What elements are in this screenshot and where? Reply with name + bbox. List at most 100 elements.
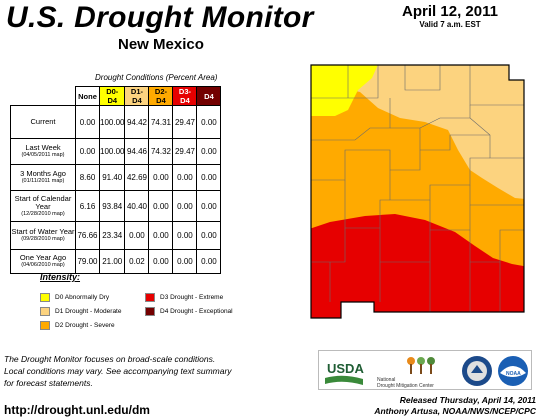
col-d3-d4: D3-D4 (172, 86, 198, 106)
row-label: Current (10, 105, 76, 139)
table-header-row: None D0-D4 D1-D4 D2-D4 D3-D4 D4 (11, 86, 222, 106)
row-label: Last Week (04/05/2011 map) (10, 138, 76, 165)
table-cell: 74.32 (148, 138, 174, 165)
table-cell: 8.60 (75, 164, 100, 191)
commerce-seal-logo (462, 356, 492, 386)
table-cell: 0.00 (148, 249, 174, 274)
row-label-text: Last Week (25, 143, 61, 152)
table-cell: 0.00 (172, 164, 198, 191)
row-label-text: 3 Months Ago (20, 169, 66, 178)
note-line: Local conditions may vary. See accompany… (4, 366, 232, 376)
zone-d1-moderate (342, 65, 524, 200)
ndmc-trunk (420, 364, 422, 374)
release-author: Anthony Artusa, NOAA/NWS/NCEP/CPC (374, 406, 536, 416)
table-cell: 100.00 (98, 138, 126, 165)
legend-swatch-d0 (40, 292, 50, 302)
table-cell: 76.66 (75, 221, 100, 250)
table-cell: 0.00 (124, 221, 150, 250)
drought-monitor-link[interactable]: http://drought.unl.edu/dm (4, 403, 150, 417)
county-line (311, 65, 379, 99)
row-label-text: One Year Ago (19, 253, 67, 262)
table-cell: 0.00 (75, 138, 100, 165)
table-cell: 40.40 (124, 190, 150, 222)
row-label-sub: (04/05/2011 map) (21, 152, 65, 158)
col-d4: D4 (196, 86, 222, 106)
partner-logos: USDA National Drought Mitigation Center … (318, 350, 532, 390)
table-row: Start of Calendar Year (12/28/2010 map) 6… (10, 190, 222, 222)
table-cell: 0.02 (124, 249, 150, 274)
col-d0-d4: D0-D4 (98, 86, 126, 106)
map-date: April 12, 2011 (402, 3, 498, 20)
table-corner (11, 87, 76, 106)
row-label: Start of Water Year (09/28/2010 map) (10, 221, 76, 250)
row-label-text: Start of Water Year (11, 227, 75, 236)
county-line (469, 117, 524, 159)
new-mexico-drought-map (310, 64, 525, 319)
ndmc-label-line1: National (377, 377, 395, 383)
table-row: One Year Ago (04/06/2010 map) 79.00 21.00… (10, 249, 222, 274)
county-line (429, 200, 471, 231)
legend-label-d3: D3 Drought - Extreme (160, 293, 224, 301)
table-row: Start of Water Year (09/28/2010 map) 76.6… (10, 221, 222, 250)
legend-label-d2: D2 Drought - Severe (55, 321, 115, 329)
row-label-text: Current (30, 117, 56, 126)
legend-swatch-d1 (40, 306, 50, 316)
ndmc-trunk (430, 364, 432, 374)
noaa-label: NOAA (506, 371, 521, 377)
table-cell: 0.00 (196, 221, 222, 250)
drought-zones (311, 65, 524, 318)
legend-item-d3: D3 Drought - Extreme (145, 292, 223, 302)
legend-label-d0: D0 Abnormally Dry (55, 293, 110, 301)
usda-hills-icon (325, 375, 363, 385)
county-line (311, 228, 346, 263)
table-cell: 0.00 (196, 249, 222, 274)
ndmc-tree-icon (417, 357, 425, 365)
table-cell: 42.69 (124, 164, 150, 191)
legend-item-d0: D0 Abnormally Dry (40, 292, 109, 302)
table-cell: 0.00 (75, 105, 100, 139)
table-cell: 0.00 (172, 249, 198, 274)
table-cell: 0.00 (172, 221, 198, 250)
zone-d3-extreme (311, 214, 524, 318)
legend-swatch-d2 (40, 320, 50, 330)
table-cell: 74.31 (148, 105, 174, 139)
legend-swatch-d3 (145, 292, 155, 302)
col-d2-d4: D2-D4 (148, 86, 174, 106)
usda-logo: USDA (325, 361, 364, 385)
county-line (404, 65, 441, 91)
table-cell: 21.00 (98, 249, 126, 274)
table-cell: 0.00 (148, 190, 174, 222)
row-label-sub: (01/11/2011 map) (21, 178, 65, 184)
legend-item-d1: D1 Drought - Moderate (40, 306, 121, 316)
state-name: New Mexico (118, 36, 204, 53)
noaa-bird (500, 366, 526, 377)
table-row: Current 0.00 100.00 94.42 74.31 29.47 0.… (10, 105, 222, 139)
legend-item-d2: D2 Drought - Severe (40, 320, 115, 330)
state-border (310, 64, 525, 319)
row-label: 3 Months Ago (01/11/2011 map) (10, 164, 76, 191)
table-row: Last Week (04/05/2011 map) 0.00 100.00 94… (10, 138, 222, 165)
table-cell: 79.00 (75, 249, 100, 274)
table-cell: 0.00 (148, 221, 174, 250)
table-cell: 0.00 (196, 105, 222, 139)
table-cell: 0.00 (196, 164, 222, 191)
county-lines (311, 65, 524, 312)
note-line: for forecast statements. (4, 378, 93, 388)
table-cell: 6.16 (75, 190, 100, 222)
row-label-sub: (12/28/2010 map) (21, 210, 65, 217)
legend-swatch-d4 (145, 306, 155, 316)
ndmc-tree-icon (427, 357, 435, 365)
table-cell: 0.00 (196, 190, 222, 222)
row-label-text: Start of Calendar Year (14, 193, 72, 211)
table-caption: Drought Conditions (Percent Area) (95, 73, 218, 82)
county-line (390, 105, 471, 129)
table-cell: 29.47 (172, 138, 198, 165)
table-cell: 93.84 (98, 190, 126, 222)
table-cell: 94.46 (124, 138, 150, 165)
table-cell: 0.00 (172, 190, 198, 222)
table-cell: 23.34 (98, 221, 126, 250)
county-line (311, 98, 391, 141)
county-line (419, 128, 490, 151)
table-cell: 91.40 (98, 164, 126, 191)
noaa-logo: NOAA (498, 356, 528, 386)
